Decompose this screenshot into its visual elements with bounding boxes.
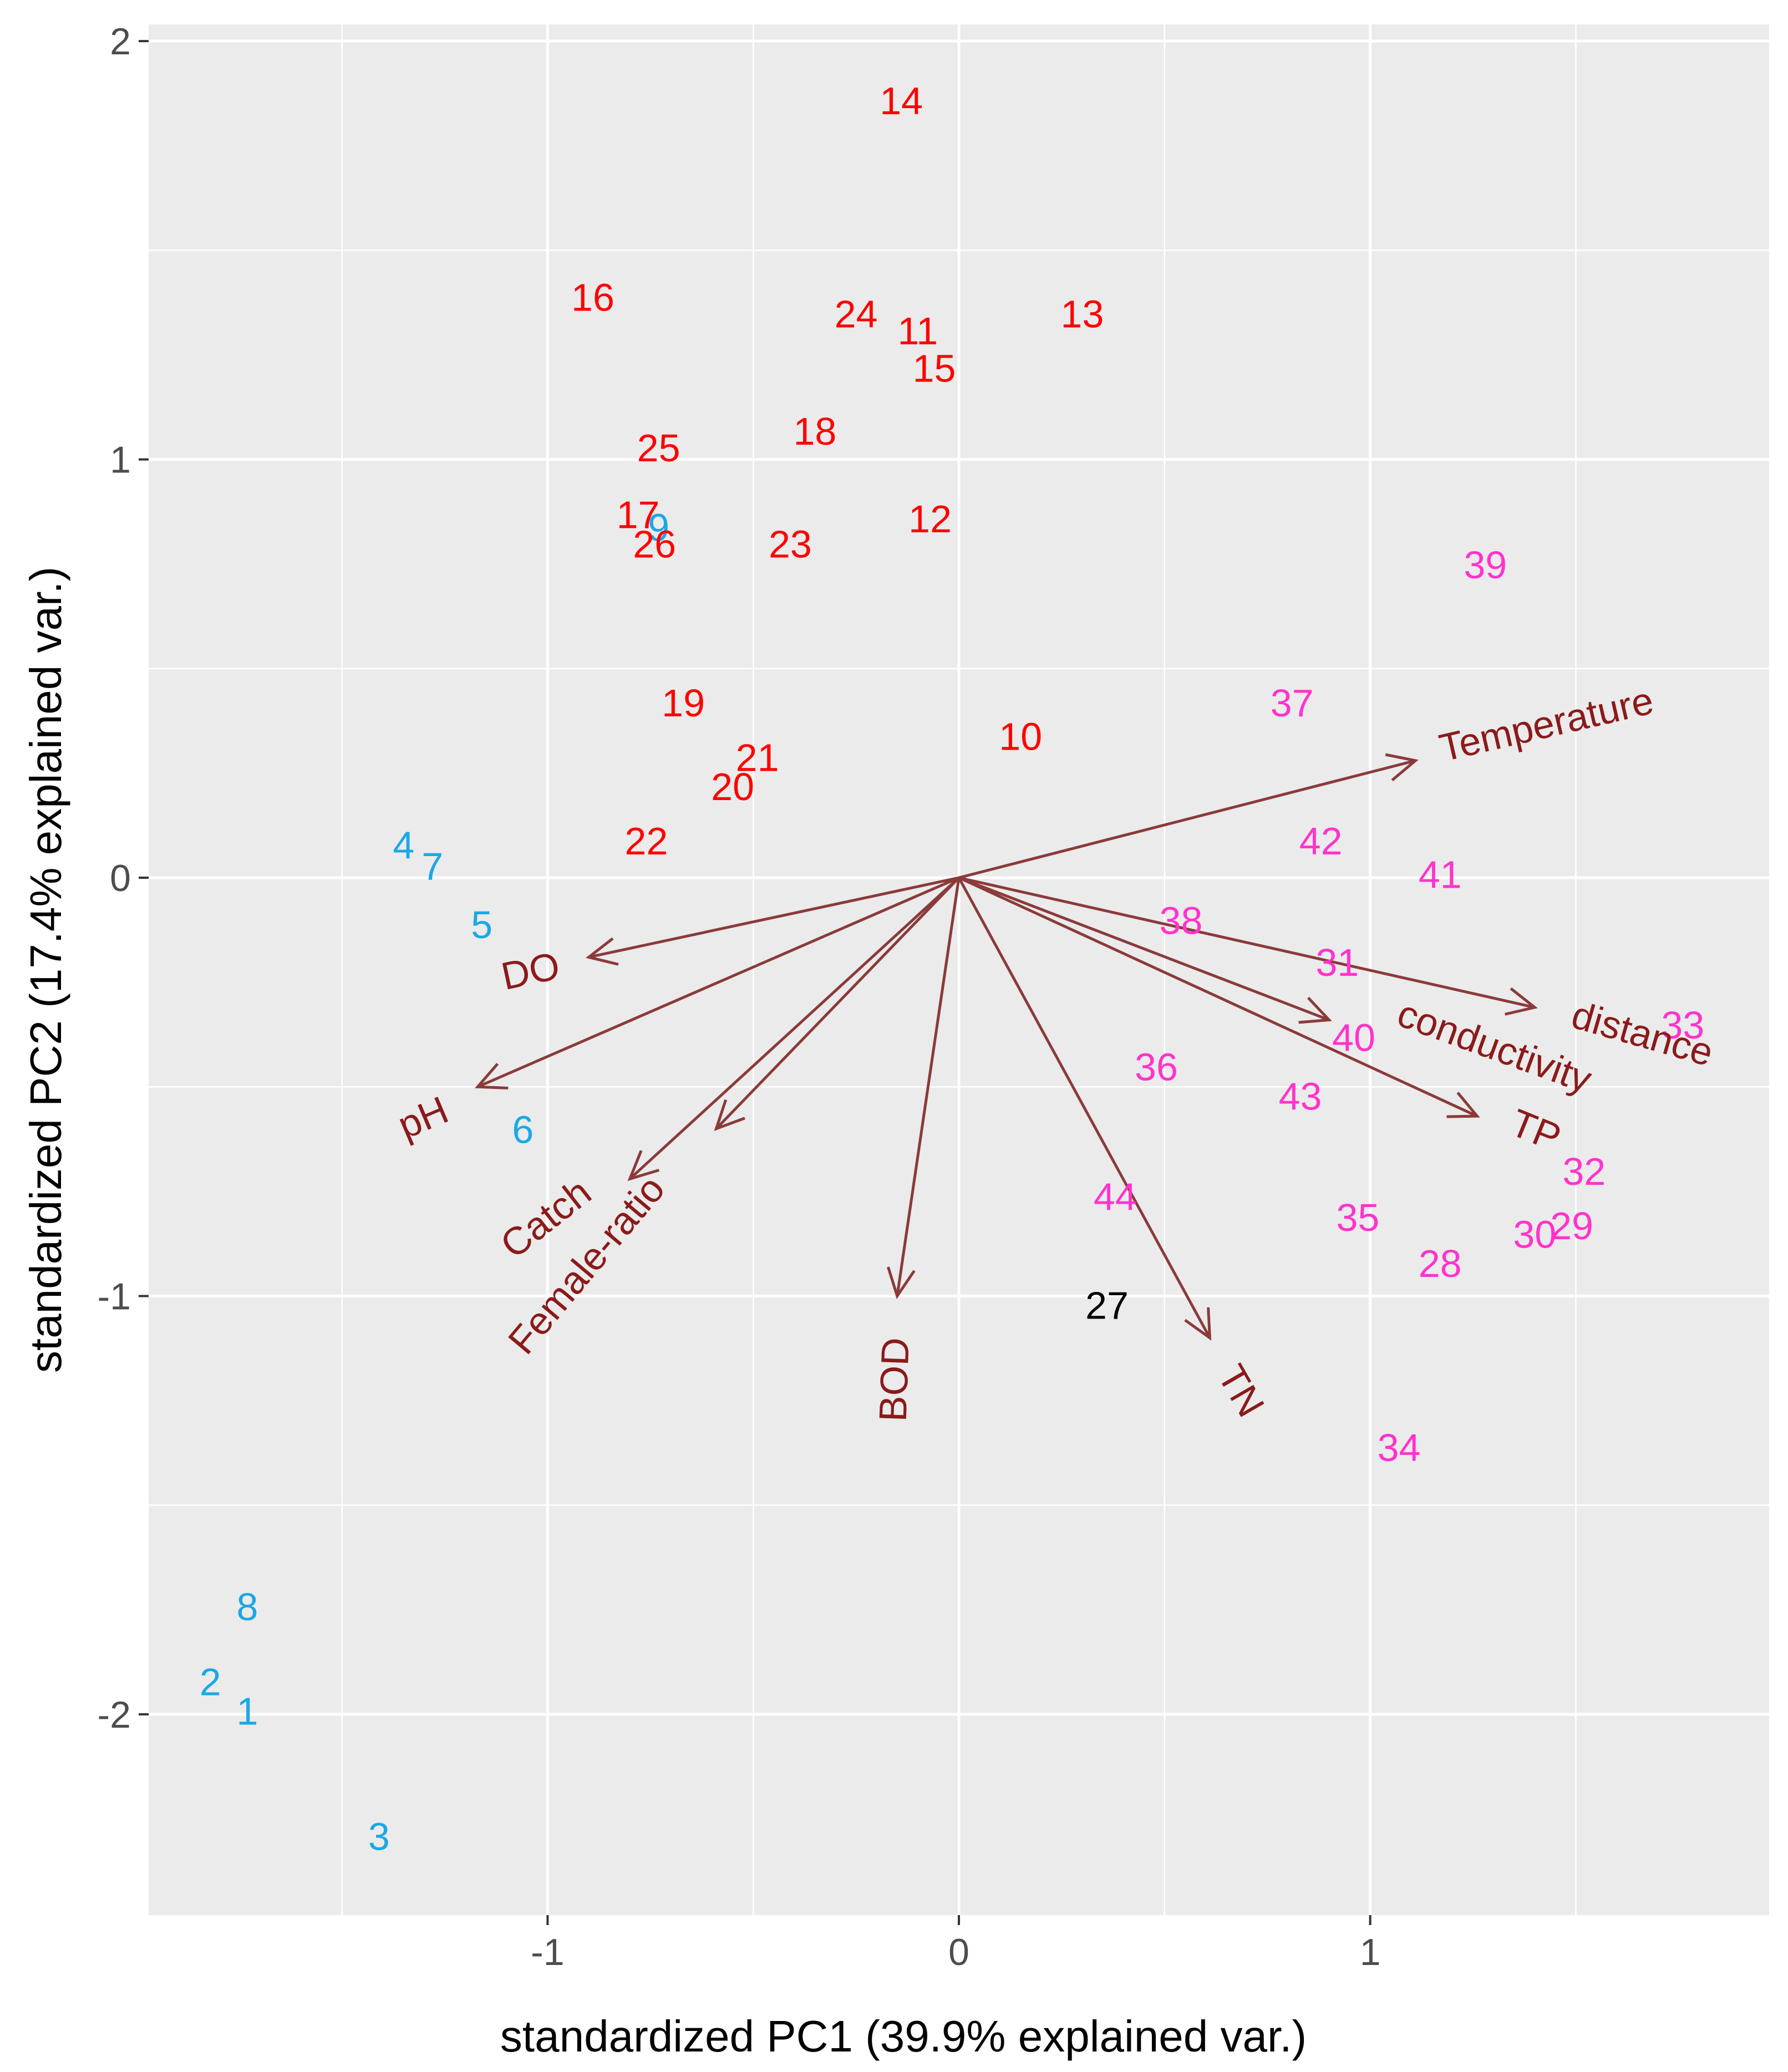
y-tick-label: 1 (110, 439, 131, 481)
loading-arrow (585, 876, 959, 966)
score-point-label: 33 (1661, 1004, 1704, 1047)
score-point-label: 26 (633, 523, 676, 566)
score-point-label: 34 (1378, 1426, 1421, 1469)
loading-arrow (957, 877, 1212, 1341)
score-point-label: 36 (1135, 1046, 1178, 1089)
score-point-label: 20 (711, 765, 754, 808)
score-point-label: 37 (1271, 681, 1314, 725)
score-point-label: 9 (648, 506, 669, 549)
score-point-label: 25 (637, 426, 680, 470)
arrow-head (585, 937, 619, 966)
score-point-label: 27 (1085, 1284, 1129, 1327)
arrow-head (1446, 1092, 1480, 1118)
arrow-head (886, 1266, 916, 1300)
arrow-shaft (958, 876, 1535, 1009)
arrow-shaft (629, 877, 960, 1180)
arrow-shaft (588, 876, 959, 959)
y-tick-label: -1 (98, 1275, 131, 1317)
score-point-label: 11 (898, 309, 938, 353)
arrow-head (475, 1062, 509, 1090)
y-axis-title: standardized PC2 (17.4% explained var.) (21, 567, 70, 1373)
score-point-label: 30 (1513, 1213, 1556, 1256)
arrow-shaft (477, 876, 959, 1088)
score-point-label: 40 (1332, 1016, 1375, 1060)
arrow-head (1505, 987, 1538, 1016)
score-point-label: 32 (1562, 1150, 1606, 1193)
score-point-label: 39 (1464, 543, 1507, 587)
arrow-head (714, 1099, 745, 1131)
score-point-label: 6 (512, 1108, 534, 1152)
score-point-label: 29 (1550, 1204, 1593, 1248)
loading-arrow (958, 753, 1419, 879)
arrow-head (1184, 1307, 1212, 1341)
y-tick-label: 0 (110, 857, 131, 899)
score-point-label: 21 (736, 736, 779, 779)
x-axis-title: standardized PC1 (39.9% explained var.) (500, 2012, 1307, 2061)
loading-arrow (714, 877, 960, 1131)
y-tick-label: 2 (110, 21, 131, 63)
score-point-label: 38 (1160, 899, 1203, 942)
x-tick-label: 1 (1360, 1931, 1381, 1973)
x-tick-label: 0 (948, 1931, 969, 1973)
score-point-label: 1 (237, 1689, 258, 1733)
arrow-head (1298, 996, 1332, 1024)
arrow-shaft (958, 876, 1478, 1118)
score-point-label: 16 (571, 276, 614, 319)
score-point-label: 43 (1279, 1075, 1322, 1118)
score-point-label: 13 (1061, 293, 1104, 336)
score-point-label: 10 (999, 715, 1042, 758)
loading-arrow (958, 876, 1480, 1118)
score-point-label: 31 (1315, 941, 1359, 984)
arrow-shaft (957, 877, 1211, 1339)
score-point-label: 42 (1299, 819, 1343, 863)
score-point-label: 17 (617, 493, 660, 537)
score-point-label: 14 (880, 79, 923, 123)
arrow-shaft (896, 877, 961, 1296)
arrow-head (1385, 753, 1419, 782)
score-point-label: 18 (793, 410, 836, 453)
score-point-label: 5 (471, 903, 492, 946)
score-point-label: 22 (624, 819, 668, 863)
loading-arrow (627, 877, 960, 1182)
score-point-label: 24 (835, 293, 878, 336)
y-tick-label: -2 (98, 1694, 131, 1736)
score-point-label: 3 (368, 1815, 390, 1859)
arrow-shaft (715, 877, 960, 1130)
loading-arrow (958, 876, 1332, 1024)
score-point-label: 44 (1094, 1175, 1137, 1218)
arrow-shaft (958, 876, 1330, 1021)
score-point-label: 15 (913, 347, 956, 390)
score-point-label: 12 (908, 497, 952, 541)
x-tick-label: -1 (531, 1931, 564, 1973)
score-point-label: 8 (237, 1585, 258, 1628)
score-point-label: 19 (662, 681, 705, 725)
loading-arrow (958, 876, 1538, 1016)
score-point-label: 41 (1419, 853, 1462, 897)
score-point-label: 4 (393, 824, 414, 867)
score-points: 1234567891011121314151617181920212223242… (200, 79, 1704, 1859)
loading-arrow (886, 877, 961, 1300)
score-point-label: 2 (200, 1661, 221, 1704)
arrow-head (627, 1150, 660, 1182)
loading-arrows (475, 753, 1538, 1341)
score-point-label: 28 (1419, 1242, 1462, 1285)
arrow-shaft (958, 759, 1416, 879)
loading-arrow (475, 876, 959, 1090)
score-point-label: 7 (421, 844, 443, 888)
score-point-label: 35 (1336, 1196, 1379, 1239)
loading-label: BOD (871, 1337, 917, 1422)
score-point-label: 23 (769, 523, 812, 566)
